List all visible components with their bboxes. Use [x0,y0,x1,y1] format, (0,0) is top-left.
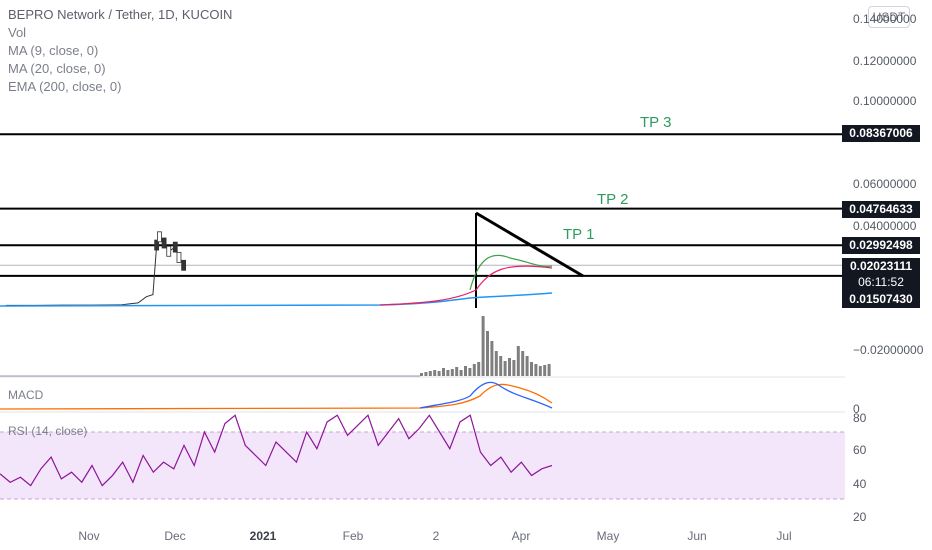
macd-line [419,381,553,409]
candle [172,241,178,253]
volume-bar [472,364,476,376]
legend-ma9[interactable]: MA (9, close, 0) [8,43,99,58]
candle [154,239,160,251]
moving-averages [0,254,553,307]
time-tick: May [596,529,620,543]
volume-bar [534,364,538,376]
legend-ema200[interactable]: EMA (200, close, 0) [8,79,122,94]
time-tick: Apr [511,529,531,543]
volume-bar [424,372,428,376]
volume-bar [490,341,494,376]
volume-bar [512,360,516,376]
ma9-line [469,254,553,291]
bar-countdown: 06:11:52 [858,275,904,289]
ma20-line [379,265,553,306]
macd-label[interactable]: MACD [8,388,44,402]
rsi-tick: 60 [853,443,867,457]
volume-bar [538,366,542,376]
price-tick: 0.04000000 [853,219,917,233]
volume-bar [525,356,529,376]
volume-bar [420,373,423,376]
price-tick: 0.14000000 [853,12,917,26]
time-tick: Nov [78,529,100,543]
volume-bar [450,369,454,376]
volume-bar [437,371,441,376]
volume-bar [464,366,467,376]
candle [166,245,172,257]
volume-bar [521,351,525,376]
volume-bar [428,371,432,376]
price-tick: 0.12000000 [853,54,917,68]
volume-bar [547,364,551,376]
volume-bar [468,368,472,376]
rsi-tick: 40 [853,477,867,491]
volume-bar [503,361,507,376]
currency-button[interactable]: USDT [868,6,910,28]
macd-pane [0,381,553,410]
volume-bar [459,370,463,376]
rsi-line [0,414,553,487]
volume-bar [516,346,520,376]
tp2-label[interactable]: TP 2 [597,191,629,208]
pane-separators [0,376,845,500]
candle [161,237,167,249]
time-tick: 2021 [249,529,277,543]
price-tick: −0.02000000 [853,343,924,357]
chart-legend: BEPRO Network / Tether, 1D, KUCOIN Vol M… [8,6,232,96]
tp1-label[interactable]: TP 1 [563,226,595,243]
ema200-line [0,292,553,307]
volume-bar [442,368,445,376]
candle [176,252,182,263]
rsi-label[interactable]: RSI (14, close) [8,424,88,438]
rsi-tick: 20 [853,510,867,524]
time-tick: Jun [687,529,707,543]
legend-ma20[interactable]: MA (20, close, 0) [8,61,106,76]
time-tick: Dec [164,529,186,543]
price-tag-support[interactable]: 0.01507430 [842,291,920,308]
price-levels[interactable] [0,133,845,277]
volume-bar [499,356,503,376]
rsi-band [0,432,845,499]
trendlines[interactable] [475,211,584,308]
price-candles [6,231,187,306]
rsi-pane [0,414,553,487]
macd-axis-zero: 0 [853,402,860,416]
price-tick: 0.10000000 [853,94,917,108]
candle [157,231,162,243]
rsi-tick: 80 [853,411,867,425]
volume-bars [0,316,551,377]
volume-bar [446,370,450,376]
price-tick: 0.06000000 [853,177,917,191]
price-tag-tp2[interactable]: 0.04764633 [842,201,920,218]
volume-bar [530,362,533,376]
trendline-upper [475,211,584,278]
price-tag-tp3[interactable]: 0.08367006 [842,125,920,142]
price-tag-current[interactable]: 0.02023111 06:11:52 [842,258,920,291]
time-tick: 2 [432,529,440,543]
volume-bar [543,365,547,376]
legend-vol[interactable]: Vol [8,25,27,40]
volume-bar [494,351,498,376]
volume-bar [486,331,489,376]
time-tick: Jul [776,529,792,543]
candle [181,259,187,271]
volume-bar [508,358,511,376]
time-tick: Feb [342,529,364,543]
volume-bar [481,316,485,376]
symbol-title[interactable]: BEPRO Network / Tether, 1D, KUCOIN [8,7,233,22]
volume-bar [477,362,481,376]
tp3-label[interactable]: TP 3 [640,114,672,131]
volume-bar [455,367,459,376]
price-tag-tp1[interactable]: 0.02992498 [842,237,920,254]
volume-bar [433,370,437,376]
current-price: 0.02023111 [849,259,913,273]
